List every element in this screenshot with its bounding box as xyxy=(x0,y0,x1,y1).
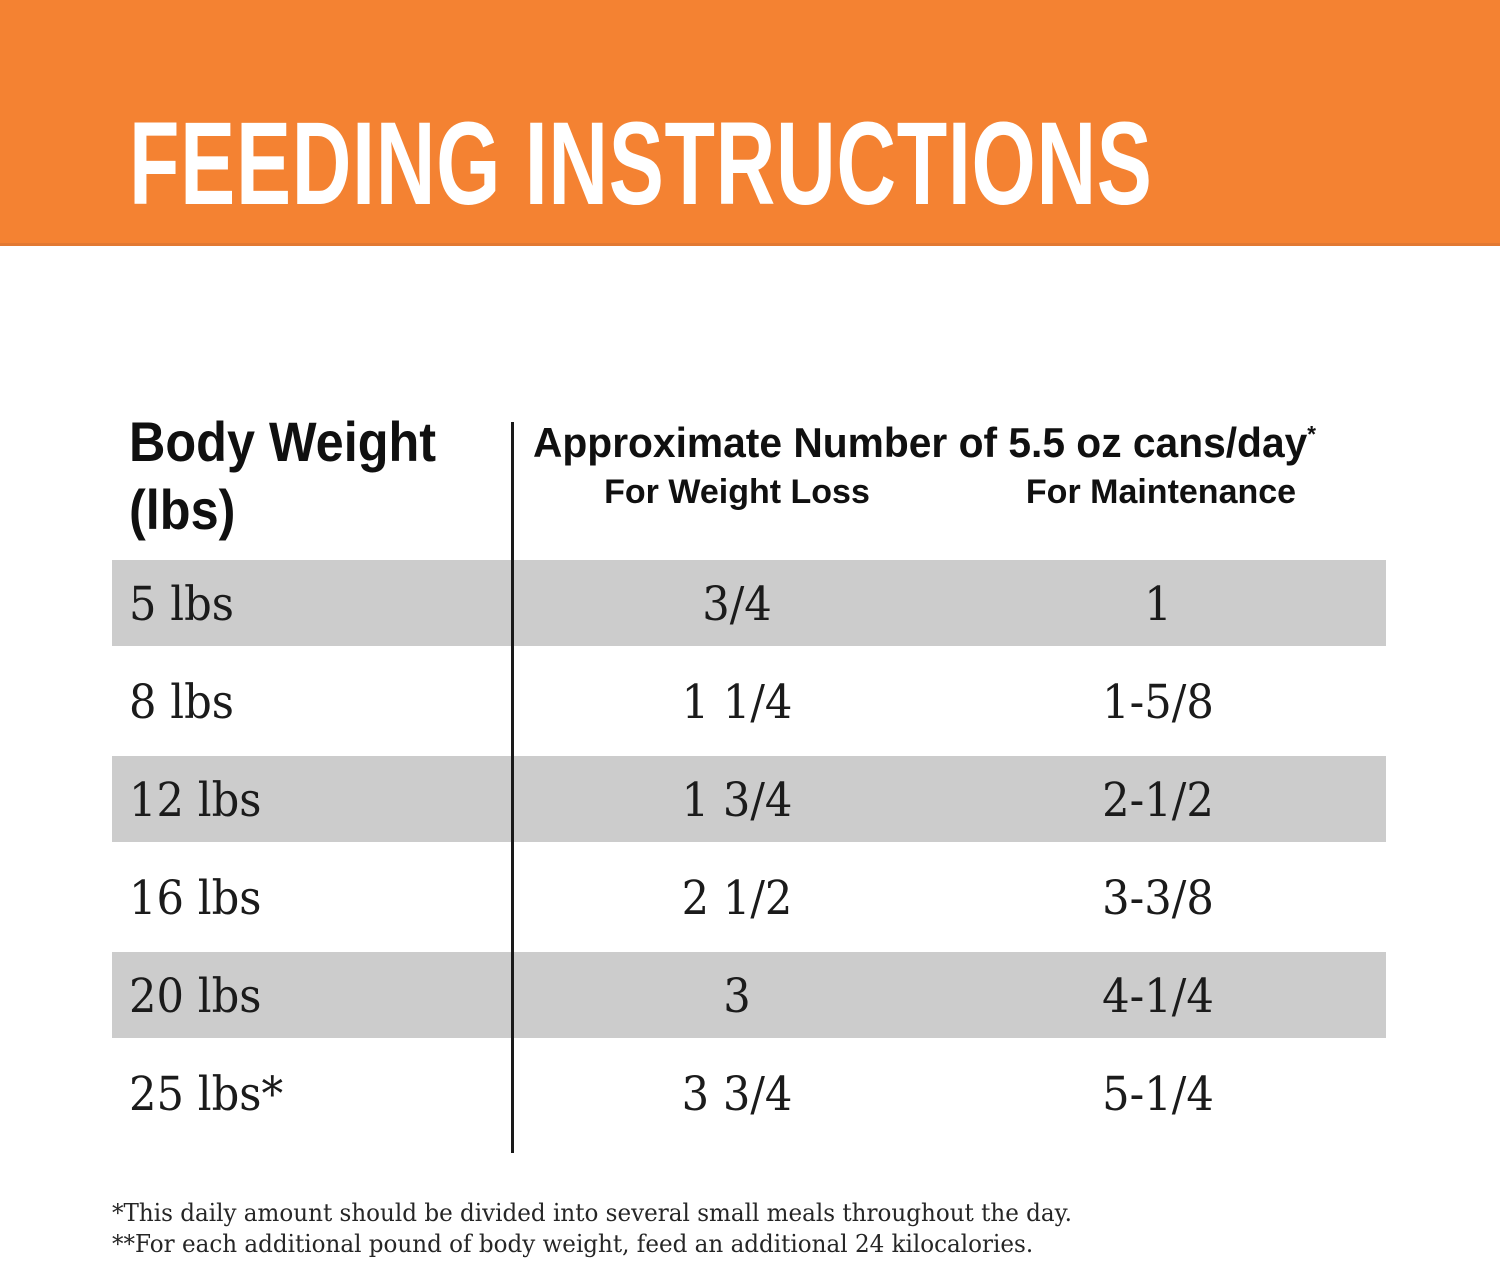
cell-maintenance: 2-1/2 xyxy=(1102,773,1214,828)
table-row: 20 lbs 3 4-1/4 xyxy=(0,948,1500,1046)
cell-maintenance: 3-3/8 xyxy=(1102,871,1214,926)
cell-maintenance: 1-5/8 xyxy=(1102,675,1214,730)
asterisk-note-marker: * xyxy=(1307,421,1317,447)
cell-body-weight: 20 lbs xyxy=(129,969,262,1024)
column-divider-line xyxy=(511,422,514,1153)
table-row: 25 lbs* 3 3/4 5-1/4 xyxy=(0,1046,1500,1144)
cell-weight-loss: 2 1/2 xyxy=(681,871,793,926)
cell-weight-loss: 3/4 xyxy=(702,577,772,632)
footnotes: *This daily amount should be divided int… xyxy=(112,1198,1072,1260)
cell-body-weight: 5 lbs xyxy=(129,577,234,632)
column-header-body-weight: Body Weight (lbs) xyxy=(129,408,436,544)
cell-body-weight: 12 lbs xyxy=(129,773,262,828)
table-row: 5 lbs 3/4 1 xyxy=(0,556,1500,654)
subheader-maintenance: For Maintenance xyxy=(1025,473,1297,511)
column-header-body-weight-line1: Body Weight xyxy=(129,410,437,473)
cell-weight-loss: 1 1/4 xyxy=(681,675,793,730)
banner: FEEDING INSTRUCTIONS xyxy=(0,0,1500,246)
cell-maintenance: 5-1/4 xyxy=(1102,1067,1214,1122)
column-header-cans-per-day-text: Approximate Number of 5.5 oz cans/day xyxy=(533,419,1308,466)
column-header-body-weight-line2: (lbs) xyxy=(129,478,236,541)
table-row: 12 lbs 1 3/4 2-1/2 xyxy=(0,752,1500,850)
table-row: 8 lbs 1 1/4 1-5/8 xyxy=(0,654,1500,752)
table-row: 16 lbs 2 1/2 3-3/8 xyxy=(0,850,1500,948)
cell-maintenance: 1 xyxy=(1144,577,1172,632)
table-body: 5 lbs 3/4 1 8 lbs 1 1/4 1-5/8 12 lbs 1 3… xyxy=(0,556,1500,1144)
cell-weight-loss: 3 3/4 xyxy=(681,1067,793,1122)
column-header-cans-per-day: Approximate Number of 5.5 oz cans/day* xyxy=(533,421,1316,465)
cell-body-weight: 8 lbs xyxy=(129,675,234,730)
cell-weight-loss: 3 xyxy=(723,969,751,1024)
cell-body-weight: 25 lbs* xyxy=(129,1067,284,1122)
cell-weight-loss: 1 3/4 xyxy=(681,773,793,828)
subheader-weight-loss: For Weight Loss xyxy=(604,473,870,511)
footnote-additional-weight: **For each additional pound of body weig… xyxy=(112,1230,1034,1258)
cell-maintenance: 4-1/4 xyxy=(1102,969,1214,1024)
footnote-daily-amount: *This daily amount should be divided int… xyxy=(112,1199,1072,1227)
cell-body-weight: 16 lbs xyxy=(129,871,262,926)
page-title: FEEDING INSTRUCTIONS xyxy=(129,98,1153,230)
